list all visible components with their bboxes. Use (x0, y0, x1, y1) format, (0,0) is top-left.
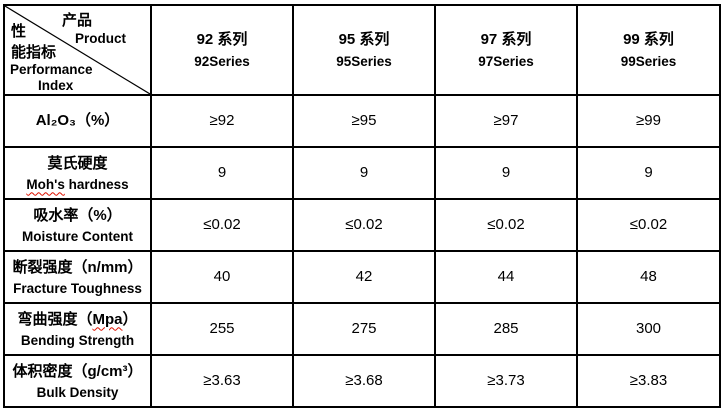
cell-value: 44 (497, 268, 515, 285)
cell-value: 9 (359, 164, 369, 181)
row-label-en: Fracture Toughness (13, 280, 142, 296)
column-header-92-series: 92 系列 92Series (150, 4, 294, 96)
row-label-cell: Al₂O₃（%） (3, 94, 152, 148)
row-label-cn: 断裂强度（n/mm） (12, 258, 143, 276)
row-label-cn-prefix: 弯曲强度（ (17, 310, 93, 328)
value-cell: ≤0.02 (434, 198, 578, 252)
cell-value: ≥3.63 (203, 372, 241, 389)
value-cell: 48 (576, 250, 721, 304)
value-cell: ≥99 (576, 94, 721, 148)
value-cell: ≤0.02 (292, 198, 436, 252)
spellcheck-word: Moh's (26, 176, 65, 192)
column-header-99-series: 99 系列 99Series (576, 4, 721, 96)
value-cell: 44 (434, 250, 578, 304)
cell-value: ≥97 (493, 112, 519, 129)
corner-header-cell: 产品 Product 性 能指标 Performance Index (3, 4, 152, 96)
row-label-cn: 弯曲强度（Mpa） (5, 309, 150, 331)
table-header-row: 产品 Product 性 能指标 Performance Index 92 系列… (3, 4, 721, 96)
cell-value: 275 (351, 320, 377, 337)
value-cell: ≥3.68 (292, 354, 436, 408)
cell-value: 42 (355, 268, 373, 285)
row-label-en: Bulk Density (36, 384, 119, 400)
column-header-97-series: 97 系列 97Series (434, 4, 578, 96)
cell-value: ≥3.73 (487, 372, 525, 389)
row-label-cell: 弯曲强度（Mpa） Bending Strength (3, 302, 152, 356)
corner-performance-label-en-1: Performance (10, 62, 93, 77)
row-al2o3: Al₂O₃（%） ≥92 ≥95 ≥97 ≥99 (3, 94, 721, 148)
column-header-en: 99Series (620, 54, 677, 69)
column-header-en: 95Series (336, 54, 392, 69)
row-bending-strength: 弯曲强度（Mpa） Bending Strength 255 275 285 3… (3, 302, 721, 356)
spellcheck-word: Mpa (92, 310, 123, 328)
corner-performance-label-cn-1: 性 (11, 23, 27, 40)
corner-performance-label-cn-2: 能指标 (11, 44, 57, 61)
corner-performance-label-en-2: Index (38, 78, 74, 93)
cell-value: ≤0.02 (629, 216, 668, 233)
corner-product-label-cn: 产品 (62, 12, 93, 29)
column-header-cn: 97 系列 (480, 31, 532, 48)
cell-value: ≤0.02 (345, 216, 383, 233)
cell-value: ≥92 (209, 112, 235, 129)
product-spec-table: 产品 Product 性 能指标 Performance Index 92 系列… (3, 4, 721, 408)
value-cell: ≥97 (434, 94, 578, 148)
row-label-en: Moisture Content (22, 228, 133, 244)
column-header-95-series: 95 系列 95Series (292, 4, 436, 96)
value-cell: ≥3.63 (150, 354, 294, 408)
cell-value: 300 (635, 320, 662, 337)
value-cell: ≥3.73 (434, 354, 578, 408)
row-label-cn: 莫氏硬度 (47, 154, 108, 172)
value-cell: ≤0.02 (576, 198, 721, 252)
row-label-en: Moh's hardness (5, 175, 150, 194)
column-header-cn: 95 系列 (338, 31, 390, 48)
cell-value: 9 (644, 164, 653, 181)
column-header-en: 97Series (478, 54, 534, 69)
cell-value: 9 (217, 164, 227, 181)
value-cell: 9 (292, 146, 436, 200)
row-label-cell: 断裂强度（n/mm） Fracture Toughness (3, 250, 152, 304)
cell-value: ≥99 (636, 112, 661, 129)
cell-value: 255 (209, 320, 235, 337)
row-mohs-hardness: 莫氏硬度 Moh's hardness 9 9 9 9 (3, 146, 721, 200)
row-label-cell: 吸水率（%） Moisture Content (3, 198, 152, 252)
row-label-en: Bending Strength (20, 332, 135, 348)
value-cell: 275 (292, 302, 436, 356)
row-label-cn: 体积密度（g/cm³） (12, 362, 143, 380)
value-cell: ≤0.02 (150, 198, 294, 252)
cell-value: 285 (493, 320, 519, 337)
value-cell: 42 (292, 250, 436, 304)
row-label-cell: 体积密度（g/cm³） Bulk Density (3, 354, 152, 408)
cell-value: ≥3.68 (345, 372, 383, 389)
row-label-cn-suffix: ） (122, 310, 138, 328)
value-cell: 9 (576, 146, 721, 200)
value-cell: 300 (576, 302, 721, 356)
value-cell: 255 (150, 302, 294, 356)
column-header-cn: 92 系列 (196, 31, 248, 48)
cell-value: 9 (501, 164, 511, 181)
row-label-cn: Al₂O₃（%） (35, 112, 120, 129)
value-cell: 9 (150, 146, 294, 200)
row-bulk-density: 体积密度（g/cm³） Bulk Density ≥3.63 ≥3.68 ≥3.… (3, 354, 721, 408)
column-header-cn: 99 系列 (623, 31, 674, 48)
value-cell: 9 (434, 146, 578, 200)
row-label-en-rest: hardness (64, 176, 129, 192)
value-cell: 285 (434, 302, 578, 356)
value-cell: ≥3.83 (576, 354, 721, 408)
value-cell: ≥95 (292, 94, 436, 148)
row-moisture-content: 吸水率（%） Moisture Content ≤0.02 ≤0.02 ≤0.0… (3, 198, 721, 252)
corner-product-label-en: Product (75, 31, 127, 46)
cell-value: ≤0.02 (487, 216, 525, 233)
value-cell: ≥92 (150, 94, 294, 148)
cell-value: ≥3.83 (629, 372, 668, 389)
cell-value: ≥95 (351, 112, 377, 129)
value-cell: 40 (150, 250, 294, 304)
row-label-cn: 吸水率（%） (33, 206, 122, 224)
cell-value: 40 (213, 268, 231, 285)
row-label-cell: 莫氏硬度 Moh's hardness (3, 146, 152, 200)
cell-value: 48 (640, 268, 657, 285)
cell-value: ≤0.02 (203, 216, 241, 233)
row-fracture-toughness: 断裂强度（n/mm） Fracture Toughness 40 42 44 4… (3, 250, 721, 304)
column-header-en: 92Series (194, 54, 250, 69)
